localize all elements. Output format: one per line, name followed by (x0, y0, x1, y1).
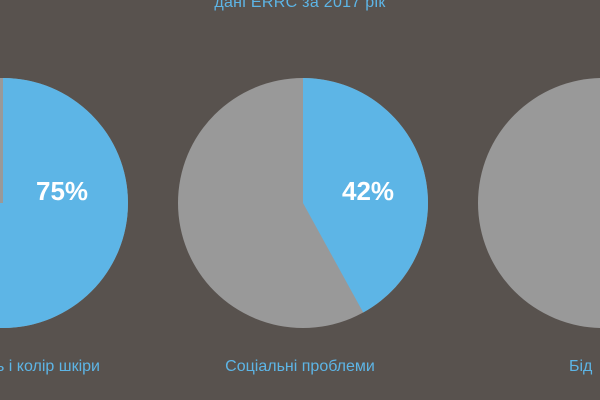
pie-3-caption: Бід (569, 358, 593, 375)
pie-1-caption: ь і колір шкіри (0, 358, 100, 375)
pie-2-value-label: 42% (342, 176, 395, 206)
pie-3 (478, 78, 600, 328)
pie-3-slice-rest (478, 78, 600, 328)
pie-2-caption: Соціальні проблеми (225, 358, 375, 375)
pie-1-slice-highlight (0, 78, 128, 328)
pie-2-slice-highlight (303, 78, 429, 313)
chart-subtitle: дані ЕRRC за 2017 рік (214, 0, 386, 11)
pie-2 (178, 78, 429, 328)
pie-1 (0, 78, 128, 328)
pie-1-value-label: 75% (36, 176, 89, 206)
